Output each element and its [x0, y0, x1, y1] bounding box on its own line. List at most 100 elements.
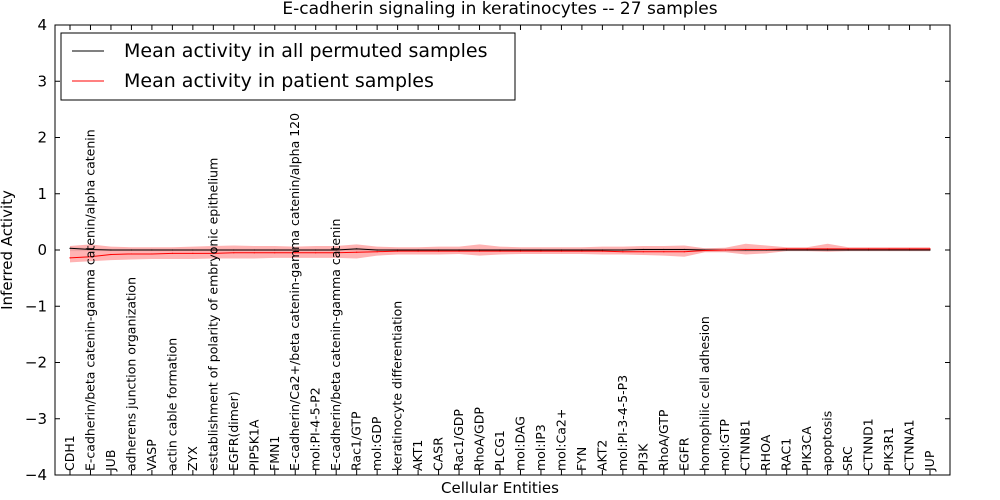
y-tick-label: −4	[25, 466, 47, 484]
x-tick-label: CTNND1	[861, 418, 876, 471]
data-point	[294, 252, 296, 254]
data-point	[642, 251, 644, 253]
data-point	[335, 249, 337, 251]
data-point	[478, 250, 481, 252]
plot-frame	[54, 24, 951, 476]
x-tick-label: adherens junction organization	[123, 277, 138, 471]
data-point	[827, 249, 829, 251]
x-tick-label: VASP	[144, 439, 159, 471]
x-tick-label: mol:IP3	[533, 424, 548, 471]
x-tick-label: CTNNB1	[738, 419, 753, 471]
data-point	[437, 250, 440, 252]
data-point	[806, 249, 808, 251]
data-point	[622, 251, 624, 253]
legend-box	[60, 32, 516, 101]
data-point	[724, 249, 726, 251]
data-point	[417, 250, 419, 252]
x-tick-label: CASR	[431, 437, 446, 471]
x-tick-label: mol:GDP	[369, 416, 384, 471]
x-tick-label: PLCG1	[492, 430, 507, 471]
data-point	[601, 249, 603, 251]
data-point	[519, 250, 522, 252]
x-tick-label: PI3K	[635, 443, 650, 471]
data-point	[458, 249, 460, 251]
x-tick-label: mol:Ca2+	[553, 409, 568, 471]
data-point	[212, 249, 214, 251]
data-point	[458, 250, 460, 252]
data-point	[356, 251, 358, 253]
series-band-1	[70, 243, 930, 263]
x-tick-label: RAC1	[779, 438, 794, 471]
data-point	[89, 256, 92, 258]
x-tick-label: homophilic cell adhesion	[697, 316, 712, 471]
data-point	[397, 250, 399, 252]
x-tick-label: SRC	[840, 446, 855, 471]
x-tick-label: apoptosis	[820, 411, 835, 471]
legend-label: Mean activity in patient samples	[124, 70, 434, 92]
data-point	[786, 248, 788, 250]
x-tick-label: ZYX	[185, 446, 200, 471]
data-point	[581, 249, 583, 251]
x-tick-label: mol:DAG	[512, 416, 527, 471]
data-point	[171, 252, 173, 254]
y-axis-label: Inferred Activity	[0, 190, 16, 310]
data-point	[315, 252, 317, 254]
data-point	[274, 249, 276, 251]
data-point	[171, 249, 173, 251]
data-point	[110, 253, 112, 256]
data-point	[294, 249, 296, 251]
data-point	[560, 250, 563, 252]
x-tick-label: PIK3CA	[799, 426, 814, 471]
data-point	[233, 252, 235, 254]
x-tick-label: E-cadherin/Ca2+/beta catenin-gamma caten…	[287, 113, 302, 471]
data-point	[192, 249, 194, 251]
data-point	[745, 248, 747, 251]
y-tick-label: 4	[37, 16, 47, 34]
x-tick-label: FMN1	[267, 436, 282, 471]
y-tick-label: −2	[25, 354, 47, 372]
data-point	[253, 252, 255, 254]
data-point	[151, 253, 153, 255]
x-tick-label: mol:PI-3-4-5-P3	[615, 375, 630, 471]
x-tick-label: PIK3R1	[881, 427, 896, 471]
x-tick-label: RhoA/GTP	[656, 409, 671, 471]
data-point	[683, 248, 685, 251]
data-point	[233, 249, 235, 251]
data-point	[540, 249, 542, 251]
x-tick-label: AKT1	[410, 440, 425, 471]
data-point	[622, 249, 624, 251]
x-tick-label: CTNNA1	[902, 419, 917, 471]
data-point	[110, 249, 112, 251]
data-point	[929, 249, 931, 251]
data-point	[499, 250, 501, 252]
x-axis-label: Cellular Entities	[441, 479, 559, 497]
x-tick-label: Rac1/GTP	[349, 411, 364, 471]
data-point	[827, 248, 829, 250]
data-point	[867, 249, 870, 251]
data-point	[786, 249, 788, 251]
data-point	[683, 251, 685, 253]
data-point	[867, 248, 870, 250]
x-tick-label: FYN	[574, 447, 589, 471]
data-point	[519, 249, 522, 251]
data-point	[315, 249, 317, 251]
data-point	[397, 249, 399, 251]
y-tick-label: −1	[25, 297, 47, 315]
data-point	[847, 248, 849, 250]
chart-title: E-cadherin signaling in keratinocytes --…	[282, 0, 717, 19]
x-tick-label: AKT2	[594, 440, 609, 471]
data-point	[704, 249, 706, 252]
y-tick-label: 2	[37, 129, 47, 147]
y-tick-label: 0	[37, 241, 47, 259]
data-point	[89, 248, 92, 251]
data-point	[888, 249, 890, 251]
data-point	[253, 249, 255, 251]
x-axis-ticks: CDH1 E-cadherin/beta catenin-gamma cateni…	[62, 25, 937, 475]
data-point	[151, 249, 153, 251]
data-point	[212, 252, 214, 254]
x-tick-label: mol:GTP	[717, 419, 732, 471]
data-point	[69, 257, 71, 259]
x-tick-label: JUB	[103, 450, 118, 472]
x-tick-label: EGFR	[676, 437, 691, 471]
y-tick-label: 1	[37, 185, 47, 203]
